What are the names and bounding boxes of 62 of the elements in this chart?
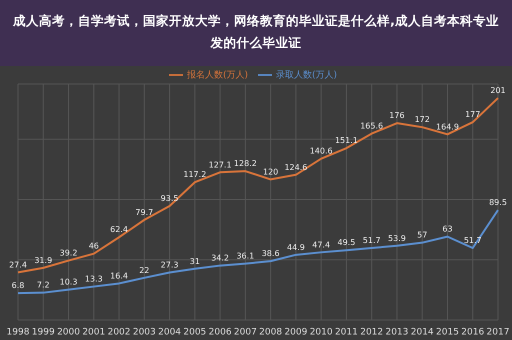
data-label: 172 [414, 115, 430, 124]
data-label: 63 [442, 224, 453, 234]
data-label: 7.2 [36, 280, 50, 290]
x-tick-label: 2013 [385, 327, 408, 338]
data-label: 6.8 [12, 281, 24, 290]
x-tick-label: 2017 [486, 327, 510, 338]
data-label: 39.2 [60, 248, 78, 258]
data-label: 22 [139, 266, 150, 275]
x-tick-label: 2000 [57, 327, 80, 338]
legend-label: 报名人数(万人) [186, 70, 248, 80]
data-label: 44.9 [286, 242, 305, 252]
x-tick-label: 1998 [6, 327, 30, 338]
data-label: 49.5 [338, 238, 356, 248]
x-tick-label: 2012 [360, 327, 384, 338]
x-tick-label: 2014 [410, 327, 434, 338]
data-label: 31.9 [34, 256, 52, 265]
data-label: 164.9 [436, 122, 459, 132]
x-tick-label: 2006 [208, 327, 232, 338]
x-tick-label: 2015 [436, 327, 459, 338]
x-tick-label: 2016 [461, 327, 484, 338]
data-label: 140.6 [310, 146, 333, 156]
data-label: 201 [490, 86, 506, 96]
data-label: 47.4 [312, 240, 330, 250]
data-label: 16.4 [110, 271, 128, 280]
data-label: 165.6 [360, 122, 384, 131]
x-tick-label: 2003 [132, 327, 156, 338]
x-tick-label: 2002 [108, 327, 131, 338]
data-label: 38.6 [262, 249, 280, 258]
data-label: 93.5 [160, 194, 178, 204]
data-label: 51.7 [362, 236, 381, 245]
x-tick-label: 2011 [334, 327, 358, 338]
data-label: 120 [262, 167, 278, 176]
data-label: 124.6 [284, 162, 308, 172]
chart-title: 成人高考，自学考试，国家开放大学，网络教育的毕业证是什么样,成人自考本科专业发的什么毕业证 [0, 0, 512, 66]
data-label: 27.3 [160, 260, 178, 270]
data-label: 151.1 [334, 136, 358, 146]
legend-label: 录取人数(万人) [276, 70, 338, 80]
x-tick-label: 2009 [284, 327, 308, 338]
x-tick-label: 1999 [32, 327, 55, 338]
data-label: 127.1 [208, 160, 232, 170]
data-label: 128.2 [234, 159, 257, 168]
data-label: 31 [190, 256, 200, 266]
data-label: 117.2 [183, 170, 206, 180]
x-tick-label: 2005 [183, 327, 206, 338]
data-label: 53.9 [388, 234, 406, 243]
data-label: 34.2 [211, 254, 230, 263]
x-tick-label: 2008 [259, 327, 282, 338]
x-tick-label: 2010 [310, 327, 333, 338]
data-label: 36.1 [236, 252, 254, 261]
data-label: 79.7 [135, 208, 154, 217]
x-tick-label: 2004 [158, 327, 182, 338]
data-label: 89.5 [489, 198, 507, 208]
data-label: 62.4 [110, 225, 128, 234]
data-label: 177 [465, 110, 480, 120]
data-label: 46 [88, 242, 99, 251]
data-label: 176 [389, 111, 405, 120]
data-label: 13.3 [84, 274, 103, 284]
data-label: 10.3 [60, 278, 78, 287]
x-tick-label: 2001 [82, 327, 106, 338]
x-tick-label: 2007 [234, 327, 257, 338]
data-label: 57 [417, 230, 428, 240]
data-label: 27.4 [9, 260, 27, 270]
